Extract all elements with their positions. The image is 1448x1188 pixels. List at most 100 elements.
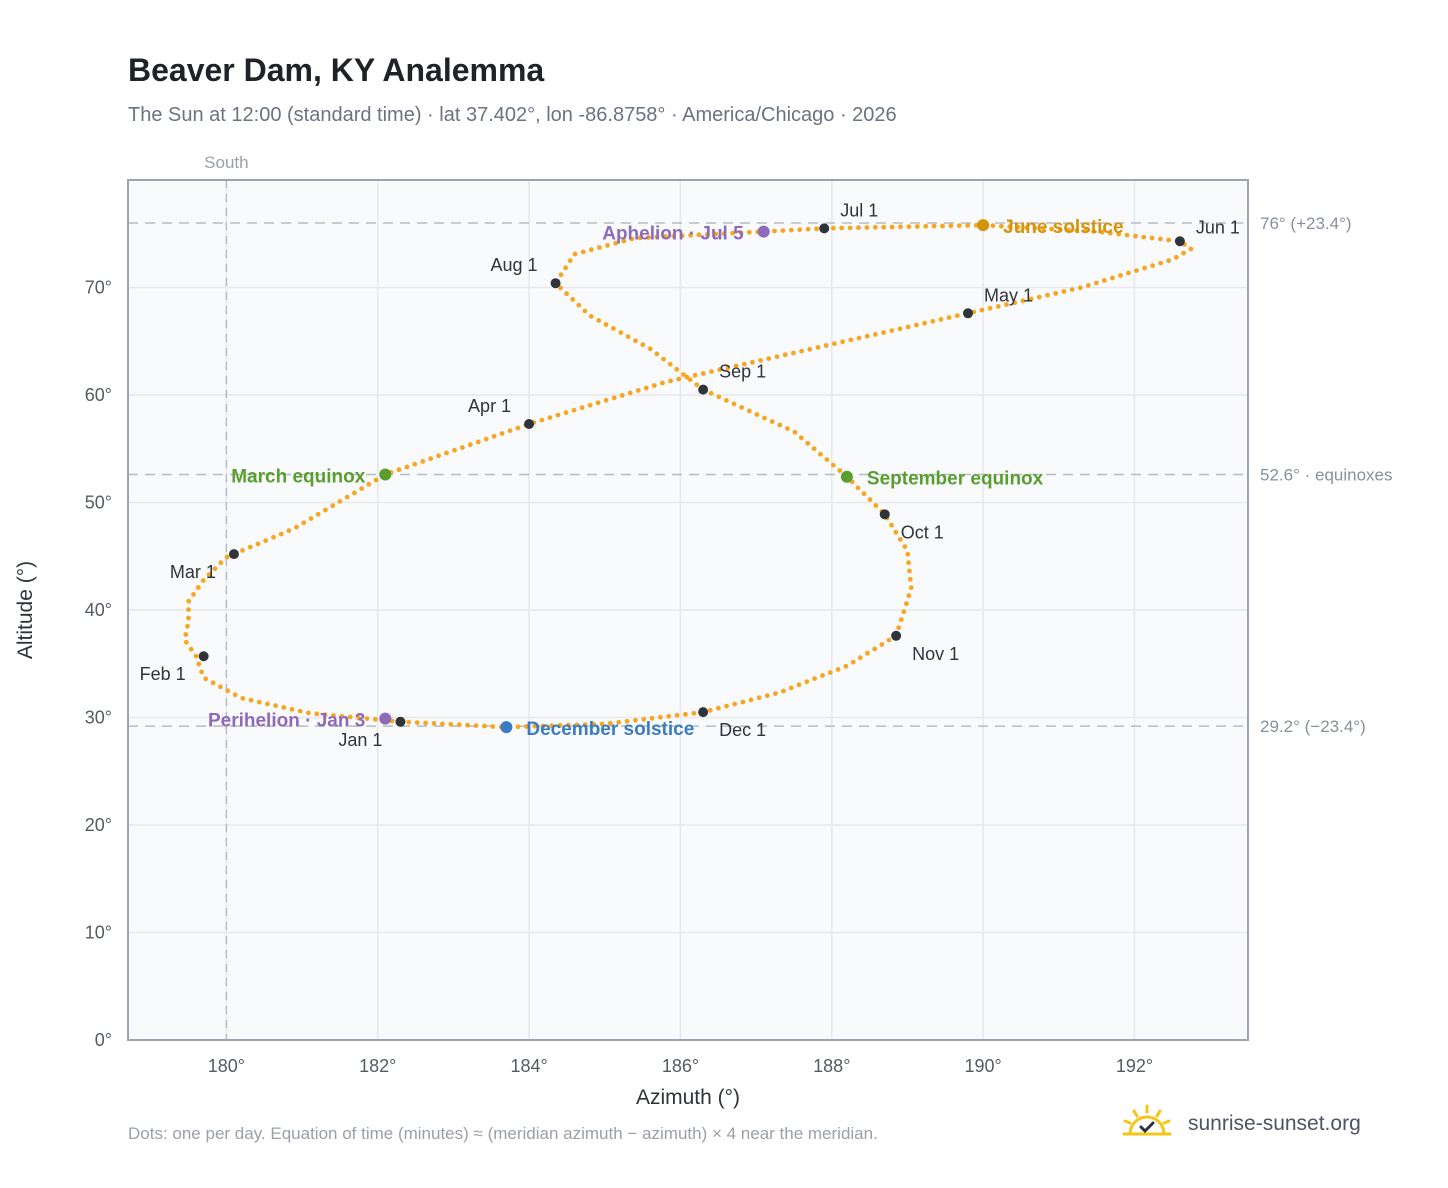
daily-sun-dot	[777, 422, 783, 428]
daily-sun-dot	[889, 224, 895, 230]
daily-sun-dot	[306, 710, 311, 716]
daily-sun-dot	[225, 688, 231, 694]
daily-sun-dot	[564, 291, 569, 297]
daily-sun-dot	[804, 679, 810, 685]
daily-sun-dot	[567, 258, 573, 264]
daily-sun-dot	[733, 363, 739, 369]
daily-sun-dot	[889, 522, 894, 528]
daily-sun-dot	[206, 572, 212, 577]
event-marker	[757, 225, 770, 238]
daily-sun-dot	[603, 397, 609, 403]
daily-sun-dot	[797, 227, 803, 233]
daily-sun-dot	[263, 538, 269, 543]
daily-sun-dot	[196, 661, 202, 667]
daily-sun-dot	[687, 377, 693, 382]
daily-sun-dot	[339, 713, 345, 719]
daily-sun-dot	[1094, 280, 1099, 286]
daily-sun-dot	[651, 383, 657, 388]
daily-sun-dot	[717, 367, 723, 373]
daily-sun-dot	[820, 673, 825, 678]
daily-sun-dot	[595, 400, 601, 406]
daily-sun-dot	[792, 429, 798, 435]
daily-sun-dot	[396, 467, 402, 473]
daily-sun-dot	[507, 428, 513, 434]
daily-sun-dot	[898, 537, 903, 542]
x-tick-label: 190°	[965, 1056, 1002, 1076]
daily-sun-dot	[532, 723, 538, 729]
daily-sun-dot	[1181, 250, 1186, 256]
daily-sun-dot	[428, 456, 434, 461]
daily-sun-dot	[547, 415, 553, 420]
daily-sun-dot	[490, 724, 496, 729]
daily-sun-dot	[898, 617, 904, 623]
y-tick-label: 30°	[85, 708, 112, 728]
daily-sun-dot	[1012, 300, 1018, 306]
daily-sun-dot	[637, 235, 643, 241]
daily-sun-dot	[740, 699, 746, 705]
daily-sun-dot	[998, 223, 1004, 229]
daily-sun-dot	[465, 722, 470, 728]
daily-sun-dot	[203, 676, 209, 682]
daily-sun-dot	[603, 322, 609, 327]
daily-sun-dot	[873, 332, 878, 337]
daily-sun-dot	[904, 601, 909, 607]
daily-sun-dot	[940, 223, 945, 229]
daily-sun-dot	[271, 534, 276, 540]
event-marker	[379, 468, 392, 481]
daily-sun-dot	[683, 711, 688, 717]
daily-sun-dot	[835, 667, 841, 672]
reference-line-label: 52.6° · equinoxes	[1260, 466, 1393, 485]
daily-sun-dot	[660, 380, 665, 386]
month-marker	[879, 509, 890, 520]
event-label: Perihelion · Jan 3	[208, 711, 365, 732]
daily-sun-dot	[1024, 225, 1029, 231]
daily-sun-dot	[785, 426, 790, 431]
daily-sun-dot	[739, 405, 744, 410]
daily-sun-dot	[872, 646, 878, 652]
daily-sun-dot	[574, 722, 580, 728]
daily-sun-dot	[956, 223, 962, 229]
daily-sun-dot	[278, 531, 284, 537]
month-marker	[891, 630, 902, 641]
daily-sun-dot	[1049, 226, 1054, 232]
plot-frame	[127, 179, 1249, 1041]
daily-sun-dot	[183, 632, 189, 637]
daily-sun-dot	[905, 551, 911, 557]
daily-sun-dot	[444, 450, 449, 456]
daily-sun-dot	[240, 696, 246, 701]
daily-sun-dot	[731, 401, 737, 407]
daily-sun-dot	[540, 723, 546, 729]
daily-sun-dot	[475, 439, 481, 445]
daily-sun-dot	[224, 554, 230, 560]
daily-sun-dot	[414, 720, 420, 725]
daily-sun-dot	[420, 459, 426, 464]
daily-sun-dot	[373, 477, 379, 483]
daily-sun-dot	[1045, 292, 1050, 298]
daily-sun-dot	[605, 243, 610, 248]
y-axis-title: Altitude (°)	[14, 561, 37, 659]
daily-sun-dot	[524, 724, 529, 729]
daily-sun-dot	[591, 721, 596, 727]
daily-sun-dot	[566, 722, 571, 728]
brand[interactable]: sunrise-sunset.org	[1120, 1102, 1361, 1146]
y-tick-label: 20°	[85, 815, 112, 835]
daily-sun-dot	[1126, 270, 1131, 276]
month-label: Aug 1	[491, 255, 538, 275]
footnote: Dots: one per day. Equation of time (min…	[128, 1124, 878, 1143]
daily-sun-dot	[730, 230, 735, 236]
daily-sun-dot	[872, 224, 878, 230]
month-marker	[550, 278, 561, 289]
daily-sun-dot	[837, 468, 843, 473]
daily-sun-dot	[1015, 224, 1021, 230]
daily-sun-dot	[1061, 289, 1067, 294]
month-label: May 1	[984, 285, 1033, 305]
daily-sun-dot	[946, 315, 952, 320]
daily-sun-dot	[704, 232, 710, 237]
daily-sun-dot	[908, 585, 914, 590]
daily-sun-dot	[688, 232, 693, 238]
daily-sun-dot	[186, 615, 191, 621]
daily-sun-dot	[580, 249, 586, 255]
daily-sun-dot	[830, 225, 836, 231]
daily-sun-dot	[732, 701, 738, 707]
